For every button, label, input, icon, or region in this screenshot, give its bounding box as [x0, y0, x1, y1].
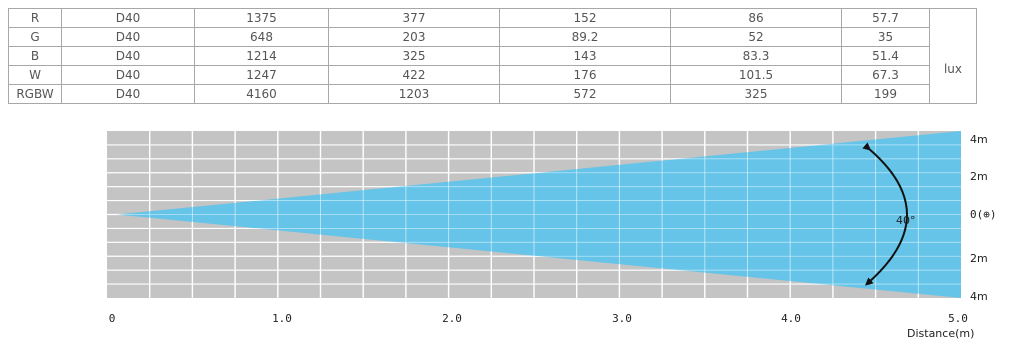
beam-angle-label: 40°: [896, 214, 916, 227]
x-tick-label: 1.0: [272, 312, 292, 325]
x-tick-label: 5.0: [948, 312, 968, 325]
value-cell: 199: [841, 84, 930, 104]
model-cell: D40: [61, 27, 195, 47]
right-label: 2m: [970, 170, 988, 183]
right-label: 2m: [970, 252, 988, 265]
angle-arc-arrow: [862, 142, 908, 286]
model-cell: D40: [61, 84, 195, 104]
table-row: W D40 1247 422 176 101.5 67.3: [8, 65, 977, 85]
photometric-table-wrapper: R D40 1375 377 152 86 57.7 lux G D40 648…: [8, 8, 977, 104]
table-row: RGBW D40 4160 1203 572 325 199: [8, 84, 977, 104]
value-cell: 325: [670, 84, 842, 104]
right-label: 0(⊕): [970, 208, 997, 221]
x-tick-label: 3.0: [612, 312, 632, 325]
photometric-table: R D40 1375 377 152 86 57.7 lux G D40 648…: [8, 8, 977, 104]
x-tick-label: 4.0: [781, 312, 801, 325]
unit-label: lux: [943, 62, 963, 76]
x-tick-label: 2.0: [442, 312, 462, 325]
x-axis-label: Distance(m): [907, 327, 974, 340]
value-cell: 83.3: [670, 46, 842, 66]
color-cell: RGBW: [8, 84, 62, 104]
value-cell: 572: [499, 84, 671, 104]
right-label: 4m: [970, 133, 988, 146]
x-tick-label: 0: [109, 312, 116, 325]
diagram-grid-overlay: [107, 131, 961, 298]
right-label: 4m: [970, 290, 988, 303]
unit-cell: lux: [929, 8, 977, 104]
table-row: B D40 1214 325 143 83.3 51.4: [8, 46, 977, 66]
value-cell: 1214: [194, 46, 329, 66]
value-cell: 1203: [328, 84, 500, 104]
value-cell: 4160: [194, 84, 329, 104]
